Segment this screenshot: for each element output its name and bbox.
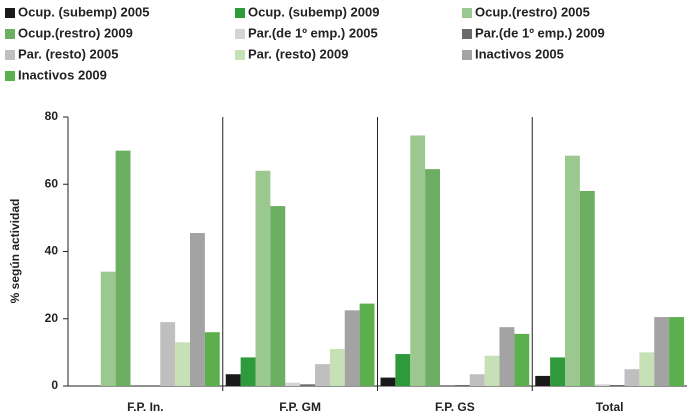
legend-label: Par.(de 1º emp.) 2009 bbox=[475, 25, 605, 40]
bar bbox=[410, 135, 426, 386]
legend-swatch bbox=[5, 71, 15, 81]
bar bbox=[115, 150, 131, 386]
bar bbox=[329, 349, 345, 386]
bar bbox=[469, 374, 485, 386]
legend-swatch bbox=[235, 29, 245, 39]
y-tick-label: 0 bbox=[51, 378, 58, 392]
legend-label: Inactivos 2005 bbox=[475, 46, 564, 61]
bar bbox=[565, 155, 580, 386]
legend-label: Par. (resto) 2009 bbox=[248, 46, 348, 61]
bar bbox=[300, 384, 315, 386]
bar bbox=[594, 384, 610, 386]
x-tick-label: Total bbox=[596, 400, 624, 414]
bar bbox=[514, 333, 530, 386]
bar bbox=[190, 233, 205, 386]
legend-swatch bbox=[5, 8, 15, 18]
y-tick-label: 40 bbox=[45, 244, 59, 258]
legend-label: Par.(de 1º emp.) 2005 bbox=[248, 25, 378, 40]
bar bbox=[550, 357, 565, 386]
legend-swatch bbox=[5, 50, 15, 60]
legend-label: Ocup.(restro) 2005 bbox=[475, 4, 590, 19]
bar bbox=[579, 190, 595, 386]
legend-label: Ocup. (subemp) 2009 bbox=[248, 4, 379, 19]
bar bbox=[639, 352, 655, 386]
bar bbox=[359, 303, 375, 386]
bar bbox=[285, 382, 301, 386]
legend-swatch bbox=[5, 29, 15, 39]
bar bbox=[499, 327, 515, 386]
bar bbox=[160, 322, 176, 386]
bar bbox=[425, 169, 440, 386]
y-tick-label: 60 bbox=[45, 176, 59, 190]
legend-label: Ocup.(restro) 2009 bbox=[18, 25, 133, 40]
x-tick-label: F.P. GS bbox=[435, 400, 475, 414]
legend-label: Ocup. (subemp) 2005 bbox=[18, 4, 149, 19]
bar bbox=[609, 384, 625, 386]
bar bbox=[175, 342, 190, 386]
y-tick-label: 20 bbox=[45, 311, 59, 325]
bar bbox=[624, 369, 640, 386]
bar bbox=[669, 317, 684, 386]
legend-swatch bbox=[462, 8, 472, 18]
bar bbox=[270, 206, 286, 386]
x-tick-label: F.P. GM bbox=[279, 400, 321, 414]
bar bbox=[484, 355, 500, 386]
bar bbox=[255, 170, 271, 386]
bar bbox=[344, 310, 360, 386]
legend-swatch bbox=[235, 8, 245, 18]
bar bbox=[100, 271, 116, 386]
bar bbox=[654, 317, 670, 386]
bar bbox=[315, 364, 330, 386]
legend-label: Par. (resto) 2005 bbox=[18, 46, 118, 61]
y-tick-label: 80 bbox=[45, 109, 59, 123]
bar bbox=[204, 332, 220, 386]
legend-swatch bbox=[235, 50, 245, 60]
bar bbox=[240, 357, 256, 386]
bar bbox=[380, 377, 396, 386]
bar bbox=[395, 354, 411, 386]
bar bbox=[535, 375, 551, 386]
legend-label: Inactivos 2009 bbox=[18, 67, 107, 82]
y-axis-label: % según actividad bbox=[8, 199, 22, 304]
legend-swatch bbox=[462, 50, 472, 60]
x-tick-label: F.P. In. bbox=[127, 400, 163, 414]
bar bbox=[225, 374, 241, 386]
bar bbox=[454, 384, 470, 386]
legend-swatch bbox=[462, 29, 472, 39]
